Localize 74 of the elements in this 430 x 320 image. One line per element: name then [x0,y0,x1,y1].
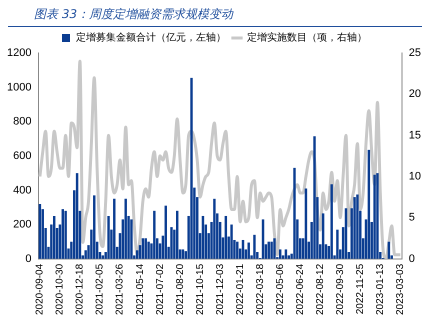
y2-tick-label: 25 [408,47,422,60]
bar [62,209,64,259]
x-tick-label: 2021-02-05 [94,263,106,316]
x-tick-label: 2022-06-24 [294,263,306,316]
x-tick-label: 2022-11-25 [355,263,366,314]
bar [284,249,288,259]
bar [368,150,370,259]
y-tick-label: 600 [13,150,32,162]
bar [278,249,282,259]
bar [182,249,184,259]
bar [130,219,133,259]
y-tick-label: 400 [13,184,32,196]
bar [253,234,256,259]
bar [64,210,67,259]
x-tick-label: 2022-01-21 [234,263,246,316]
x-tick-label: 2022-08-12 [314,263,326,316]
bar [142,238,144,259]
bar [373,174,376,259]
bar [213,198,216,259]
bar [376,173,379,259]
x-tick-label: 2021-03-26 [114,263,126,316]
x-tick-label: 2021-07-02 [154,263,166,316]
y2-tick-label: 10 [408,170,422,183]
bar [153,210,156,259]
bar [202,216,204,259]
x-tick-label: 2020-09-04 [34,263,46,316]
bar [336,230,339,259]
bar [113,198,116,259]
legend-label: 定增实施数目（项，右轴） [247,32,367,44]
x-tick-label: 2020-10-30 [54,263,66,316]
bar [322,213,324,259]
y-tick-label: 1200 [6,47,32,60]
bar [38,204,42,259]
bar [176,210,178,259]
x-tick-label: 2022-03-18 [254,263,266,316]
bar [102,255,104,259]
bar [52,216,56,259]
chart-title: 图表 33：周度定增融资需求规模变动 [8,0,422,27]
x-tick-label: 2021-10-15 [194,263,206,316]
bar [268,242,270,259]
bar [107,216,110,259]
y2-tick-label: 5 [408,212,415,224]
y2-tick-label: 15 [408,129,422,142]
x-tick-label: 2021-12-03 [214,263,226,316]
y-tick-label: 0 [25,252,32,265]
x-tick-label: 2022-09-30 [335,263,346,316]
bar [353,197,356,259]
x-tick-label: 2021-08-20 [174,263,186,316]
y2-tick-label: 20 [408,88,422,100]
x-tick-label: 2023-01-13 [375,263,386,316]
bar [236,242,238,259]
bar [93,195,96,259]
bar [144,238,147,259]
bar [124,198,127,259]
legend-label: 定增募集金额合计（亿元，左轴） [76,32,226,44]
bar [330,184,333,259]
x-tick-label: 2020-12-18 [74,263,86,316]
bar [270,242,273,259]
y-tick-label: 1000 [6,81,32,94]
y-tick-label: 200 [13,218,32,231]
bar [304,188,308,259]
y2-tick-label: 0 [408,252,415,265]
y-tick-label: 800 [13,116,32,128]
x-tick-label: 2021-05-14 [134,263,146,316]
bar [164,206,167,259]
bar [76,173,78,259]
bar [356,194,359,259]
bar [147,242,150,259]
bar [224,216,228,259]
x-tick-label: 2023-03-03 [395,263,406,316]
bar [230,224,233,259]
bar [388,242,390,259]
bar [248,242,250,259]
x-tick-label: 2022-05-06 [274,263,286,316]
